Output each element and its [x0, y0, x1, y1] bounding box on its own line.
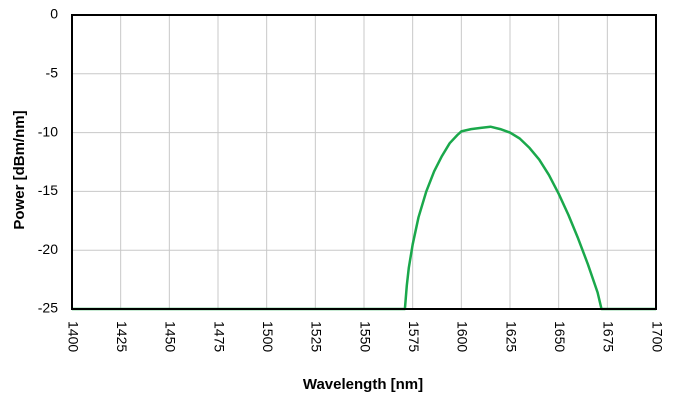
x-tick-label: 1450: [163, 321, 179, 352]
y-tick-label: -20: [38, 241, 58, 257]
x-tick-label: 1525: [309, 321, 325, 352]
y-tick-label: -15: [38, 182, 58, 198]
x-tick-label: 1575: [406, 321, 422, 352]
grid-lines: [71, 14, 657, 310]
x-axis-title: Wavelength [nm]: [303, 376, 423, 393]
x-tick-label: 1550: [357, 321, 373, 352]
x-tick-label: 1675: [601, 321, 617, 352]
x-tick-label: 1425: [114, 321, 130, 352]
x-tick-label: 1650: [552, 321, 568, 352]
x-tick-label: 1700: [649, 321, 665, 352]
x-tick-label: 1625: [503, 321, 519, 352]
y-tick-label: -25: [38, 300, 58, 316]
x-tick-labels: 1400 1425 1450 1475 1500 1525 1550 1575 1600 1625…: [65, 321, 665, 352]
y-axis-title: Power [dBm/nm]: [11, 110, 28, 229]
x-tick-label: 1475: [211, 321, 227, 352]
y-tick-label: 0: [50, 6, 58, 22]
x-tick-label: 1600: [455, 321, 471, 352]
y-tick-labels: 0 -5 -10 -15 -20 -25: [38, 6, 58, 316]
series-line: [72, 125, 656, 311]
y-tick-label: -10: [38, 123, 58, 139]
x-tick-label: 1400: [65, 321, 81, 352]
plot-frame: [71, 14, 657, 310]
y-tick-label: -5: [46, 65, 59, 81]
data-series: [72, 125, 656, 311]
x-tick-label: 1500: [260, 321, 276, 352]
